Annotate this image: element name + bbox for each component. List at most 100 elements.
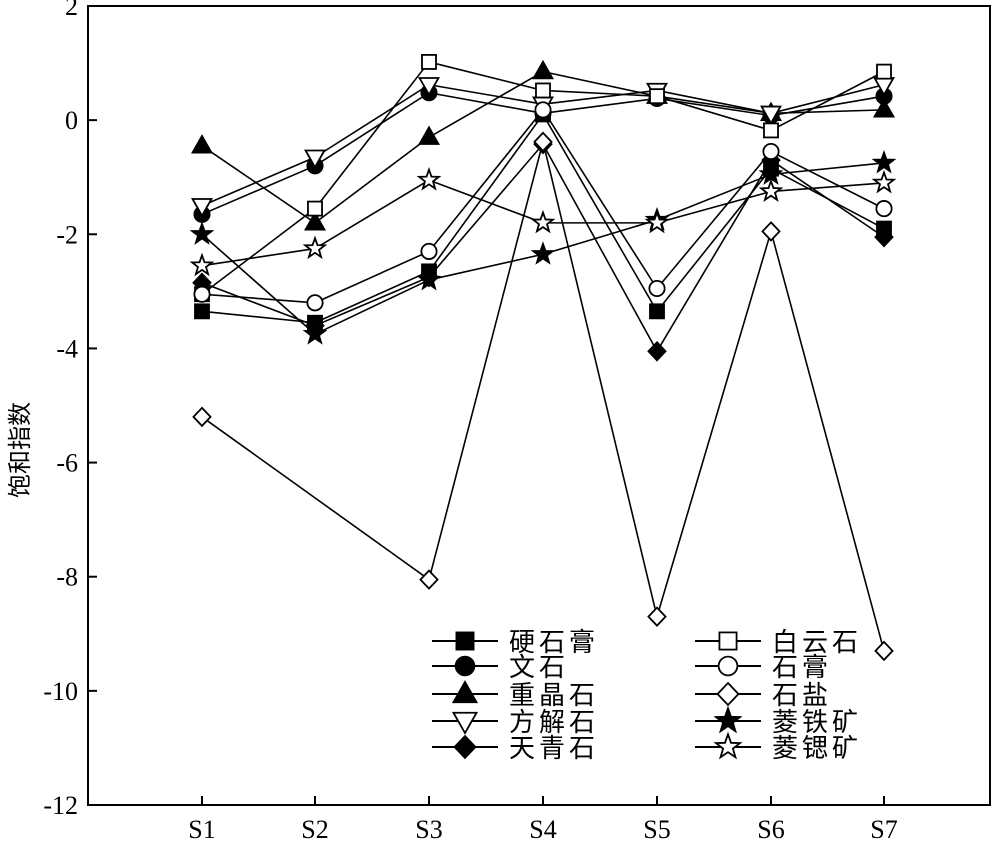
y-axis-title: 饱和指数 (6, 402, 34, 498)
x-tick-label-s6: S6 (757, 815, 784, 842)
legend-item: 重晶石 (432, 680, 599, 711)
x-axis-ticks: S1 S2 S3 S4 S5 S6 S7 (188, 796, 898, 842)
series-5-point-s5 (647, 340, 667, 362)
series-7-line-segment (770, 150, 885, 210)
series-5-line-segment (770, 159, 885, 238)
series-1-line-segment (201, 310, 316, 324)
series-8-line-segment (542, 141, 658, 617)
plot-frame (87, 5, 991, 806)
legend-marker-diamond (716, 681, 740, 707)
y-tick-label: 0 (65, 106, 78, 135)
series-6-point-s2 (307, 200, 323, 217)
series-1-point-s1 (194, 303, 210, 320)
series-1-line-segment (428, 113, 544, 272)
series-3-point-s2 (304, 211, 326, 231)
series-8-line-segment (770, 231, 885, 652)
series-10-line-segment (656, 190, 772, 224)
legend-label: 重晶石 (509, 681, 599, 711)
series-4-point-s2 (304, 149, 326, 169)
series-4-line-segment (770, 83, 885, 115)
y-axis-ticks: 2 0 -2 -4 -6 -8 -10 -12 (43, 0, 97, 820)
legend-marker-triangle-down (451, 711, 479, 735)
series-9-point-s3 (416, 266, 442, 291)
legend-marker-circle (454, 655, 476, 677)
series-9-point-s1 (189, 221, 215, 245)
legend-marker-star (713, 731, 743, 760)
series-7-point-s4 (534, 101, 552, 119)
series-3-point-s3 (418, 125, 440, 145)
legend-item: 石膏 (695, 653, 828, 683)
series-6-point-s3 (421, 54, 437, 70)
legend-marker-circle (717, 655, 739, 677)
series-10-point-s1 (189, 252, 215, 277)
series-10-point-s4 (530, 209, 556, 234)
series-5-line-segment (314, 276, 430, 327)
y-tick-label: -8 (56, 563, 78, 592)
x-tick-label-s5: S5 (643, 815, 670, 842)
legend-item: 白云石 (695, 628, 862, 658)
series-4-line-segment (428, 83, 544, 105)
series-2-line-segment (201, 165, 316, 216)
series-4-point-s1 (191, 198, 213, 218)
legend-label: 菱铁矿 (772, 708, 862, 738)
legend-label: 硬石膏 (509, 628, 599, 658)
series-4-line-segment (542, 89, 658, 105)
series-6-point-s7 (876, 63, 892, 80)
series-6-line-segment (770, 70, 885, 132)
y-tick-label: 2 (65, 0, 78, 21)
y-tick-label: -10 (43, 677, 78, 706)
series-7-point-s6 (762, 142, 780, 161)
series-10-line-segment (770, 182, 885, 193)
series-3-line-segment (770, 109, 885, 115)
series-9-point-s4 (530, 241, 556, 265)
series-7-point-s7 (875, 200, 893, 218)
y-tick-label: -4 (56, 334, 78, 363)
series-3-line-segment (314, 136, 430, 224)
series-9-line-segment (656, 173, 772, 221)
x-tick-label-s7: S7 (870, 815, 897, 842)
series-5-line-segment (656, 159, 772, 352)
series-5-line-segment (542, 143, 658, 352)
series-7-point-s5 (648, 279, 666, 298)
series-4-point-s3 (418, 77, 440, 97)
series-7-line-segment (201, 293, 316, 304)
legend-label: 白云石 (772, 628, 862, 658)
series-9-line-segment (428, 253, 544, 281)
series-6-point-s4 (535, 82, 551, 99)
series-9-point-s2 (302, 321, 328, 345)
y-tick-label: -2 (56, 220, 78, 249)
series-3-point-s1 (191, 134, 213, 154)
series-8-point-s4 (533, 131, 553, 153)
series-2-line-segment (314, 92, 430, 167)
series-2-line-segment (542, 97, 658, 115)
series-4-line-segment (656, 89, 772, 115)
series-6-line-segment (542, 89, 658, 97)
y-tick-label: -12 (43, 791, 78, 820)
series-4-point-s6 (760, 105, 782, 126)
series-8-line-segment (201, 416, 430, 581)
series-10-point-s5 (644, 209, 670, 234)
series-8-line-segment (428, 141, 544, 580)
series-7-point-s3 (420, 242, 438, 260)
series-lines (201, 61, 885, 652)
legend-label: 石盐 (772, 681, 832, 711)
plot-border (87, 5, 991, 806)
series-10-point-s7 (871, 169, 897, 194)
legend-label: 方解石 (509, 708, 599, 738)
series-3-point-s7 (873, 98, 895, 118)
series-7-line-segment (656, 151, 772, 290)
series-2-line-segment (428, 91, 544, 115)
series-6-line-segment (314, 61, 430, 210)
series-1-line-segment (314, 270, 430, 324)
legend-item: 石盐 (695, 681, 832, 711)
legend-item: 菱铁矿 (695, 705, 862, 738)
series-4-line-segment (314, 84, 430, 158)
series-9-line-segment (201, 233, 316, 335)
series-10-point-s6 (758, 178, 784, 203)
legend-item: 文石 (432, 653, 565, 683)
x-tick-label-s3: S3 (415, 815, 442, 842)
legend-item: 方解石 (432, 708, 599, 738)
series-10-point-s2 (302, 235, 328, 260)
